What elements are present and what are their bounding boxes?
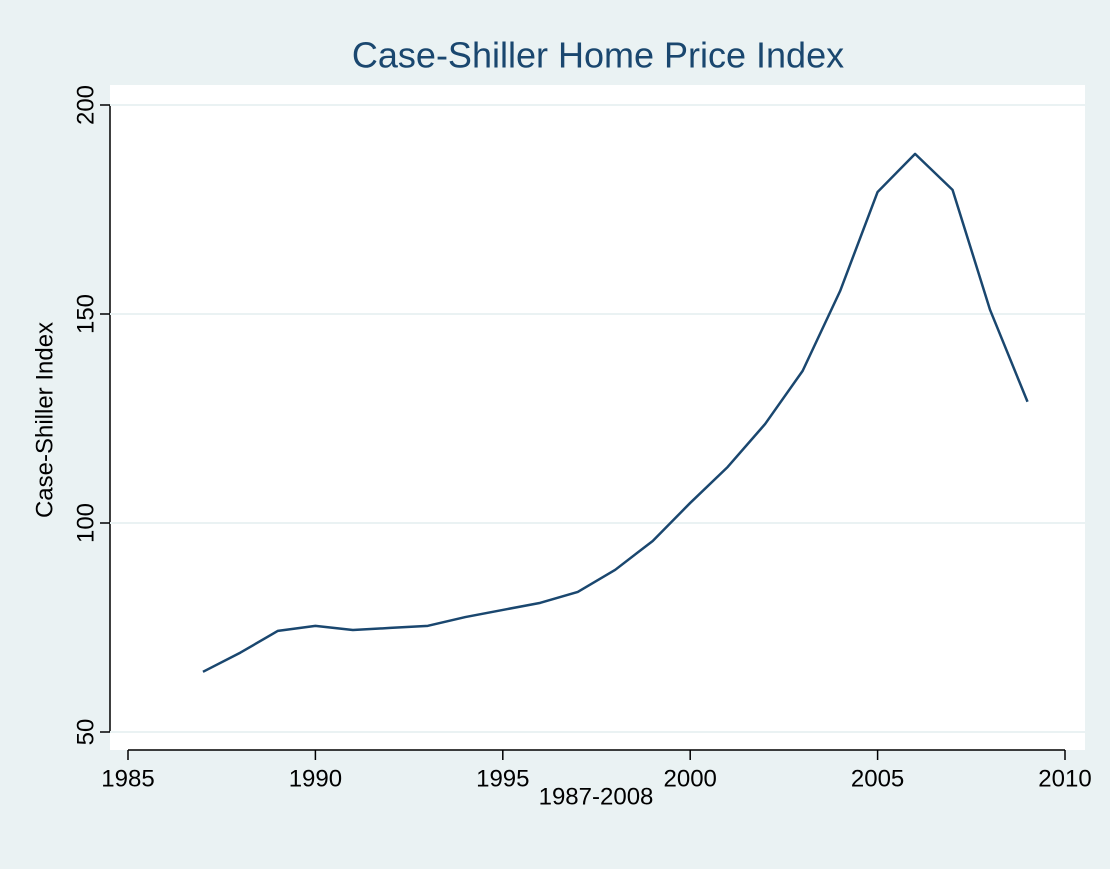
y-tick-label: 150 — [72, 294, 99, 334]
x-tick-label: 2000 — [664, 765, 717, 792]
x-axis-title: 1987-2008 — [539, 783, 654, 810]
x-tick-label: 2010 — [1038, 765, 1091, 792]
y-axis-title: Case-Shiller Index — [31, 322, 58, 518]
x-tick-label: 1995 — [476, 765, 529, 792]
y-tick-label: 100 — [72, 503, 99, 543]
x-tick-label: 1990 — [289, 765, 342, 792]
x-tick-label: 1985 — [101, 765, 154, 792]
x-tick-label: 2005 — [851, 765, 904, 792]
chart-title: Case-Shiller Home Price Index — [352, 35, 844, 76]
line-series — [202, 152, 1029, 673]
plot-area — [110, 85, 1085, 750]
y-tick-label: 200 — [72, 85, 99, 125]
y-tick-label: 50 — [72, 719, 99, 746]
